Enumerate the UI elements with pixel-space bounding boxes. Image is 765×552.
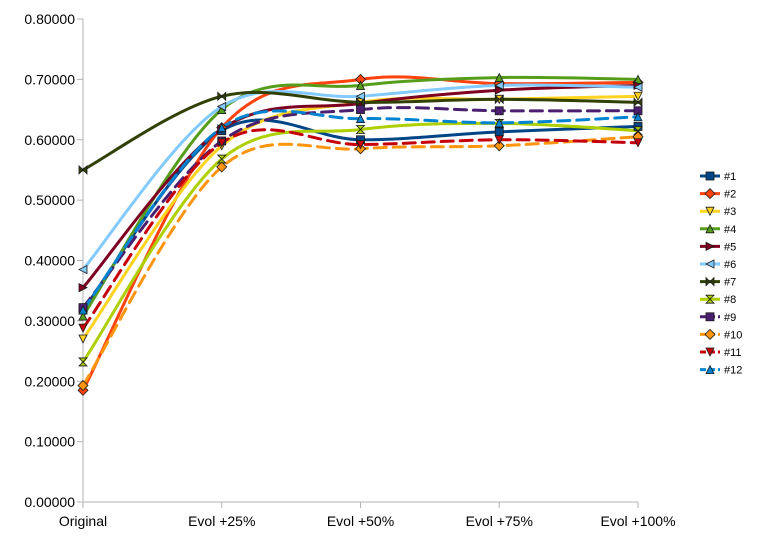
data-point-s11-3 xyxy=(355,140,366,150)
data-point-s7-2 xyxy=(217,91,227,102)
y-tick-label: 0.30000 xyxy=(24,313,75,329)
data-point-s7-1 xyxy=(78,164,88,175)
x-tick-label: Evol +100% xyxy=(600,513,675,529)
data-point-s1-4 xyxy=(494,127,504,137)
data-point-s12-1 xyxy=(78,305,88,315)
data-point-s6-4 xyxy=(494,80,504,91)
legend-label-5: #5 xyxy=(724,241,736,253)
data-point-s5-1 xyxy=(78,283,88,293)
series-lines xyxy=(81,75,640,392)
y-tick-label: 0.60000 xyxy=(24,132,75,148)
data-point-s7-4 xyxy=(494,94,504,105)
data-point-s6-2 xyxy=(216,101,227,112)
data-point-s11-2 xyxy=(217,138,227,148)
data-point-s7-5 xyxy=(633,97,643,108)
data-point-s11-1 xyxy=(78,323,88,334)
legend-label-3: #3 xyxy=(724,206,736,218)
data-point-s10-2 xyxy=(216,161,228,173)
legend-label-10: #10 xyxy=(724,329,742,341)
legend-label-1: #1 xyxy=(724,171,736,183)
legend-label-12: #12 xyxy=(724,365,742,377)
legend-marker-11 xyxy=(705,347,715,357)
data-point-s7-3 xyxy=(356,97,365,108)
y-tick-label: 0.20000 xyxy=(24,373,75,389)
data-point-s10-1 xyxy=(77,379,89,392)
data-point-s8-1 xyxy=(78,357,88,367)
legend-marker-8 xyxy=(705,294,715,304)
y-tick-label: 0.70000 xyxy=(24,71,75,87)
y-tick-label: 0.00000 xyxy=(24,494,75,510)
legend-marker-1 xyxy=(705,171,715,181)
x-tick-label: Original xyxy=(59,513,107,529)
legend-label-8: #8 xyxy=(724,294,736,306)
legend-marker-7 xyxy=(705,276,715,287)
y-tick-label: 0.10000 xyxy=(24,434,75,450)
data-point-s12-3 xyxy=(355,113,366,124)
y-tick-label: 0.50000 xyxy=(24,192,75,208)
legend-label-6: #6 xyxy=(724,259,736,271)
legend-marker-3 xyxy=(705,206,715,217)
y-tick-label: 0.40000 xyxy=(24,253,75,269)
legend-label-11: #11 xyxy=(724,347,742,359)
series-markers xyxy=(77,72,644,396)
data-point-s12-2 xyxy=(217,122,227,133)
data-point-s11-5 xyxy=(633,138,643,148)
data-point-s3-5 xyxy=(633,91,643,102)
x-tick-label: Evol +25% xyxy=(188,513,255,529)
legend-label-7: #7 xyxy=(724,277,736,289)
data-point-s10-4 xyxy=(493,140,505,152)
legend-label-2: #2 xyxy=(724,189,736,201)
data-point-s12-4 xyxy=(494,117,504,128)
legend-label-9: #9 xyxy=(724,312,736,324)
data-point-s5-4 xyxy=(494,85,505,95)
legend-marker-5 xyxy=(705,241,715,252)
series-line-10 xyxy=(81,135,640,387)
data-point-s6-1 xyxy=(78,264,88,275)
data-point-s9-4 xyxy=(494,106,504,116)
data-point-s8-5 xyxy=(633,126,643,136)
legend-marker-10 xyxy=(704,328,716,340)
x-tick-label: Evol +75% xyxy=(466,513,533,529)
data-point-s4-3 xyxy=(355,80,366,90)
legend-marker-12 xyxy=(705,364,715,375)
data-point-s12-5 xyxy=(633,111,643,122)
legend-marker-4 xyxy=(705,223,715,234)
data-point-s4-1 xyxy=(78,311,88,321)
series-line-6 xyxy=(81,83,640,272)
data-point-s8-2 xyxy=(216,154,227,164)
series-line-2 xyxy=(81,75,640,392)
data-point-s8-3 xyxy=(355,125,366,134)
series-line-5 xyxy=(81,83,640,290)
series-line-8 xyxy=(81,121,640,364)
legend-marker-2 xyxy=(704,188,716,200)
data-point-s11-4 xyxy=(494,135,504,145)
data-point-s6-5 xyxy=(633,82,643,92)
series-line-11 xyxy=(81,128,640,330)
series-line-9 xyxy=(81,106,640,310)
legend-marker-6 xyxy=(705,259,715,269)
x-tick-label: Evol +50% xyxy=(327,513,394,529)
series-line-1 xyxy=(81,118,640,312)
legend-label-4: #4 xyxy=(724,224,736,236)
data-point-s3-1 xyxy=(78,334,88,344)
data-point-s9-3 xyxy=(356,105,365,114)
legend-marker-9 xyxy=(705,312,715,322)
axes: 0.00000 0.10000 0.20000 0.30000 0.40000 0.500… xyxy=(24,11,675,529)
data-point-s6-3 xyxy=(355,91,365,101)
legend: #1 #2 #3 #4 #5 #6 #7 #8 #9 #10 #11 #12 xyxy=(700,171,742,377)
y-tick-label: 0.80000 xyxy=(24,11,75,27)
data-point-s4-4 xyxy=(494,72,504,82)
